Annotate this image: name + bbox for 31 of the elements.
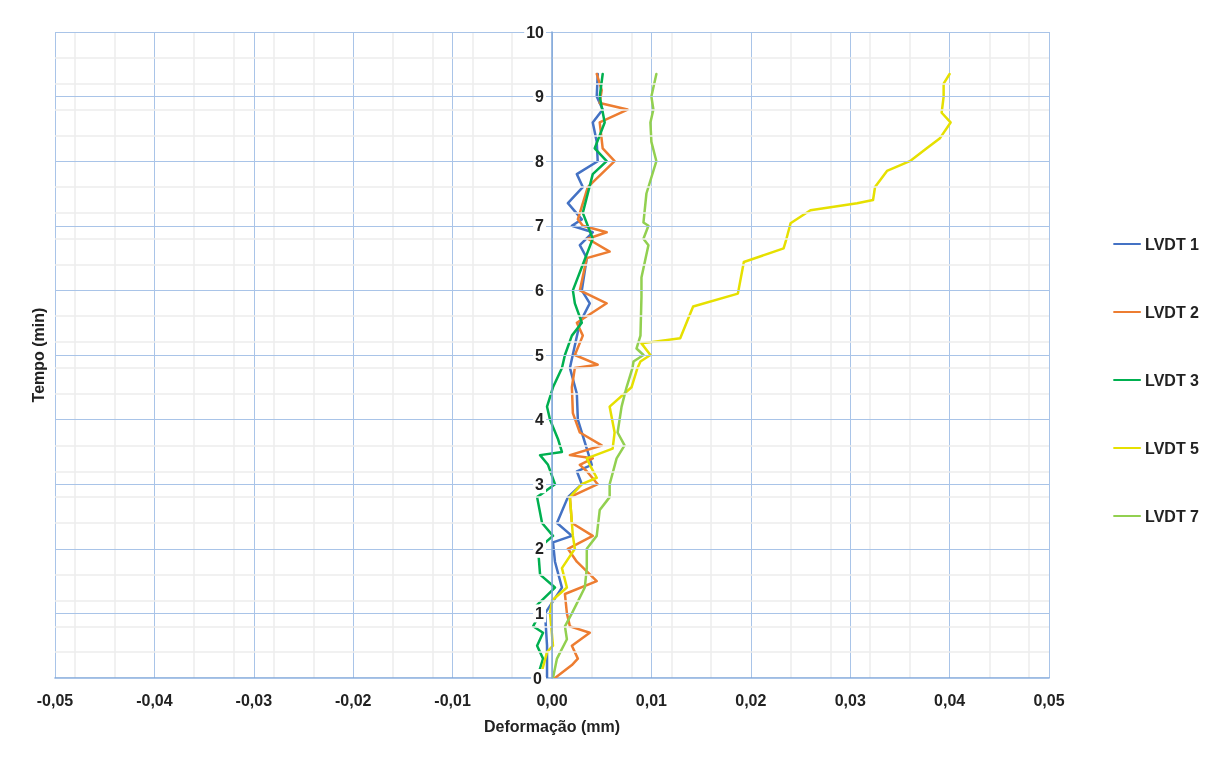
x-tick-label: 0,05 xyxy=(1033,691,1065,709)
legend-label: LVDT 3 xyxy=(1145,371,1200,389)
x-tick-label: -0,02 xyxy=(334,691,372,709)
x-tick-label: 0,04 xyxy=(934,691,966,709)
x-tick-label: -0,01 xyxy=(434,691,471,709)
line-series xyxy=(551,72,658,680)
x-tick-label: -0,03 xyxy=(235,691,273,709)
x-tick-label: 0,03 xyxy=(834,691,866,709)
legend-label: LVDT 2 xyxy=(1145,303,1200,321)
y-tick-label: 5 xyxy=(535,346,545,364)
y-axis-title: Tempo (min) xyxy=(29,307,47,403)
y-tick-label: 9 xyxy=(535,88,545,106)
x-tick-label: -0,04 xyxy=(136,691,173,709)
y-tick-label: 2 xyxy=(535,540,545,558)
line-series xyxy=(553,72,629,680)
x-tick-label: 0,02 xyxy=(735,691,767,709)
y-tick-label: 1 xyxy=(535,604,545,622)
y-tick-label: 0 xyxy=(533,669,543,687)
y-tick-label: 3 xyxy=(535,475,545,493)
legend-label: LVDT 1 xyxy=(1145,235,1200,253)
legend-label: LVDT 7 xyxy=(1145,507,1200,525)
x-tick-label: 0,01 xyxy=(635,691,668,709)
y-tick-label: 10 xyxy=(526,23,545,41)
x-tick-label: -0,05 xyxy=(36,691,74,709)
x-tick-label: 0,00 xyxy=(536,691,568,709)
y-tick-label: 7 xyxy=(535,217,545,235)
legend-label: LVDT 5 xyxy=(1145,439,1200,457)
y-tick-label: 6 xyxy=(535,281,545,299)
y-tick-label: 4 xyxy=(535,411,545,429)
x-axis-title: Deformação (mm) xyxy=(483,717,621,735)
y-tick-label: 8 xyxy=(535,152,545,170)
